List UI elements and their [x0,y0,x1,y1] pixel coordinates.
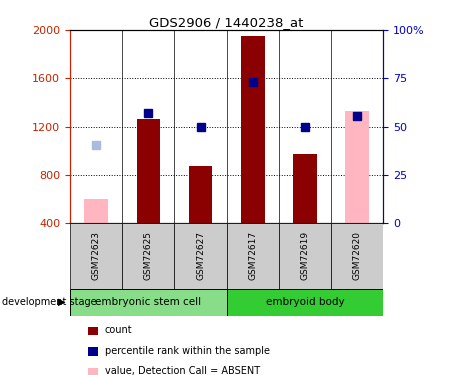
Text: embryoid body: embryoid body [266,297,344,307]
Text: GSM72617: GSM72617 [248,231,257,280]
Text: GSM72619: GSM72619 [300,231,309,280]
Text: GSM72623: GSM72623 [92,231,101,280]
Bar [175,223,226,289]
Text: count: count [105,325,132,335]
Bar [293,154,317,223]
Title: GDS2906 / 1440238_at: GDS2906 / 1440238_at [149,16,304,29]
Bar [84,199,108,223]
Bar [122,223,175,289]
Text: development stage: development stage [2,297,97,307]
Text: GSM72627: GSM72627 [196,231,205,280]
Bar [331,223,383,289]
Bar [279,223,331,289]
Bar [345,111,369,223]
Bar [241,36,264,223]
Bar [70,223,122,289]
Bar [226,289,383,316]
Text: value, Detection Call = ABSENT: value, Detection Call = ABSENT [105,366,260,375]
Bar [137,119,160,223]
Text: GSM72620: GSM72620 [353,231,362,280]
Bar [189,166,212,223]
Bar [226,223,279,289]
Text: embryonic stem cell: embryonic stem cell [95,297,201,307]
Text: GSM72625: GSM72625 [144,231,153,280]
Bar [70,289,226,316]
Text: percentile rank within the sample: percentile rank within the sample [105,346,270,355]
Text: ▶: ▶ [58,297,65,307]
